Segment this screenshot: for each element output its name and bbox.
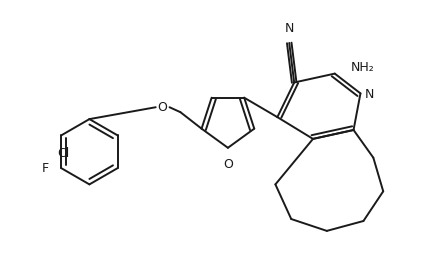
Text: Cl: Cl [57, 147, 69, 160]
Text: NH₂: NH₂ [351, 61, 374, 74]
Text: O: O [223, 158, 233, 171]
Text: F: F [42, 162, 49, 175]
Text: N: N [285, 22, 294, 35]
Text: O: O [158, 101, 168, 114]
Text: N: N [364, 88, 374, 101]
